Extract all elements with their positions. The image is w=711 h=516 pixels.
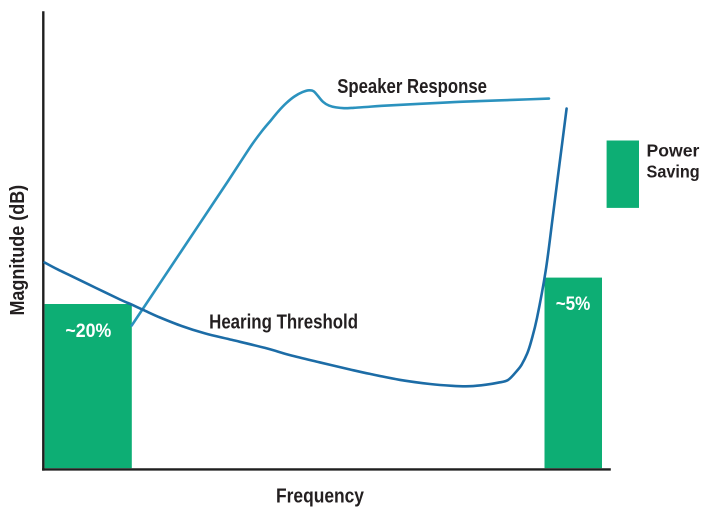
svg-text:Hearing Threshold: Hearing Threshold bbox=[209, 312, 358, 334]
svg-text:Speaker Response: Speaker Response bbox=[337, 76, 487, 98]
svg-text:~20%: ~20% bbox=[65, 320, 111, 342]
svg-text:Magnitude (dB): Magnitude (dB) bbox=[7, 185, 29, 316]
svg-text:Saving: Saving bbox=[647, 161, 700, 181]
svg-text:Frequency: Frequency bbox=[276, 485, 365, 507]
svg-text:~5%: ~5% bbox=[556, 293, 591, 315]
svg-text:Power: Power bbox=[647, 140, 700, 160]
